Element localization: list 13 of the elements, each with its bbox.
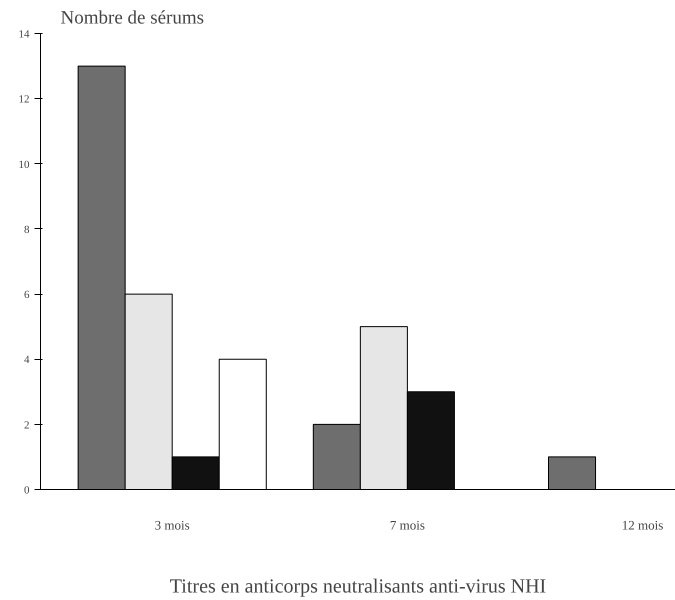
y-tick-label: 2 [24,419,30,432]
y-tick-label: 14 [18,28,30,40]
y-tick-label: 4 [24,354,30,366]
y-tick-label: 10 [18,158,30,171]
x-axis-title: Titres en anticorps neutralisants anti-virus NHI [170,576,546,598]
y-tick-label: 6 [24,289,30,302]
y-tick-label: 8 [24,224,30,236]
x-tick-label: 12 mois [622,518,664,532]
y-tick-label: 0 [24,484,30,496]
y-axis-title: Nombre de sérums [60,8,204,28]
x-tick-label: 7 mois [390,518,425,532]
x-tick-label: 3 mois [154,518,190,532]
y-tick-label: 12 [18,94,30,106]
